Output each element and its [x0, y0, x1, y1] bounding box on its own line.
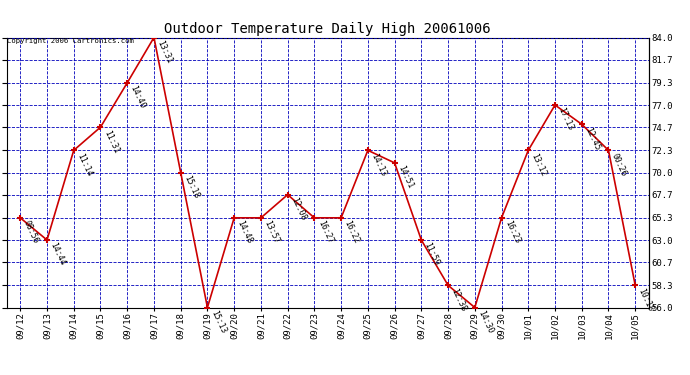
Text: 14:51: 14:51 [396, 164, 415, 190]
Text: 12:38: 12:38 [449, 287, 468, 313]
Text: 08:56: 08:56 [21, 219, 40, 245]
Text: 13:31: 13:31 [155, 39, 174, 65]
Text: 00:26: 00:26 [610, 152, 629, 178]
Text: 16:27: 16:27 [316, 219, 334, 245]
Text: 15:18: 15:18 [182, 174, 201, 200]
Text: 14:30: 14:30 [476, 309, 495, 335]
Title: Outdoor Temperature Daily High 20061006: Outdoor Temperature Daily High 20061006 [164, 22, 491, 36]
Text: 10:18: 10:18 [637, 287, 655, 313]
Text: 15:13: 15:13 [209, 309, 227, 335]
Text: 12:08: 12:08 [289, 196, 308, 222]
Text: 13:57: 13:57 [262, 219, 281, 245]
Text: Copyright 2006 Cartronics.com: Copyright 2006 Cartronics.com [7, 38, 134, 44]
Text: 14:13: 14:13 [369, 152, 388, 178]
Text: 11:59: 11:59 [423, 242, 441, 267]
Text: 14:40: 14:40 [128, 84, 147, 110]
Text: 11:31: 11:31 [102, 129, 120, 154]
Text: 16:22: 16:22 [342, 219, 361, 245]
Text: 16:23: 16:23 [503, 219, 522, 245]
Text: 14:48: 14:48 [235, 219, 254, 245]
Text: 17:13: 17:13 [556, 106, 575, 132]
Text: 11:14: 11:14 [75, 152, 94, 178]
Text: 13:12: 13:12 [530, 152, 548, 178]
Text: 12:45: 12:45 [583, 126, 602, 152]
Text: 14:44: 14:44 [48, 242, 67, 267]
